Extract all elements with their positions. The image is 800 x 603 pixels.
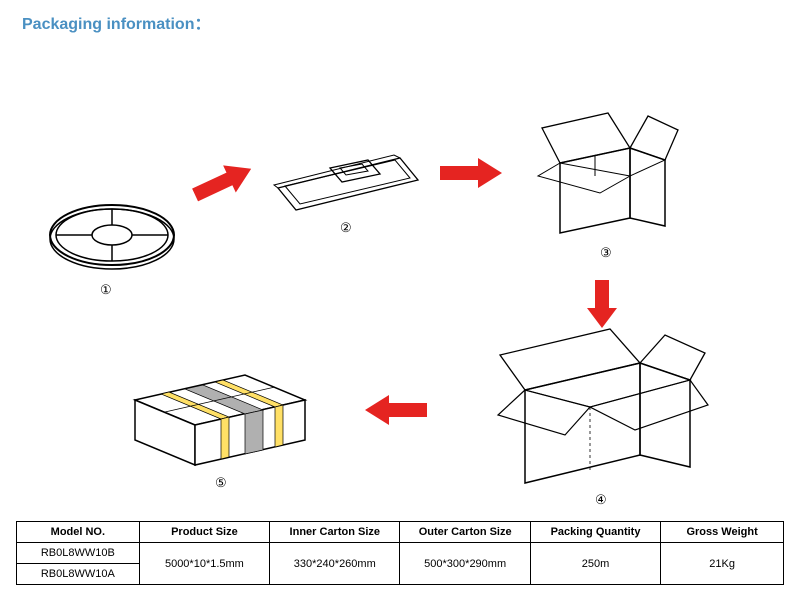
step-4-large-box bbox=[490, 315, 710, 490]
step-5-label: ⑤ bbox=[215, 475, 227, 491]
arrow-3-4 bbox=[587, 280, 617, 328]
cell-product-size: 5000*10*1.5mm bbox=[139, 543, 269, 585]
step-5-sealed-box bbox=[125, 360, 315, 470]
col-product-size: Product Size bbox=[139, 522, 269, 543]
step-3-small-box bbox=[530, 98, 680, 238]
cell-outer: 500*300*290mm bbox=[400, 543, 530, 585]
cell-inner: 330*240*260mm bbox=[270, 543, 400, 585]
step-1-label: ① bbox=[100, 282, 112, 298]
step-2-label: ② bbox=[340, 220, 352, 236]
arrow-2-3 bbox=[440, 158, 502, 188]
cell-model-1: RB0L8WW10B bbox=[17, 543, 140, 564]
step-4-label: ④ bbox=[595, 492, 607, 508]
col-packing-qty: Packing Quantity bbox=[530, 522, 660, 543]
col-model: Model NO. bbox=[17, 522, 140, 543]
step-1-reel bbox=[45, 195, 180, 275]
step-3-label: ③ bbox=[600, 245, 612, 261]
page-title: Packaging information： bbox=[22, 10, 210, 34]
cell-weight: 21Kg bbox=[661, 543, 784, 585]
arrow-1-2 bbox=[189, 155, 258, 208]
col-outer-carton: Outer Carton Size bbox=[400, 522, 530, 543]
spec-table: Model NO. Product Size Inner Carton Size… bbox=[16, 521, 784, 585]
col-gross-weight: Gross Weight bbox=[661, 522, 784, 543]
col-inner-carton: Inner Carton Size bbox=[270, 522, 400, 543]
step-2-bag bbox=[270, 138, 420, 216]
cell-qty: 250m bbox=[530, 543, 660, 585]
arrow-4-5 bbox=[365, 395, 427, 425]
packaging-diagram: ① ② ③ bbox=[0, 50, 800, 490]
cell-model-2: RB0L8WW10A bbox=[17, 564, 140, 585]
